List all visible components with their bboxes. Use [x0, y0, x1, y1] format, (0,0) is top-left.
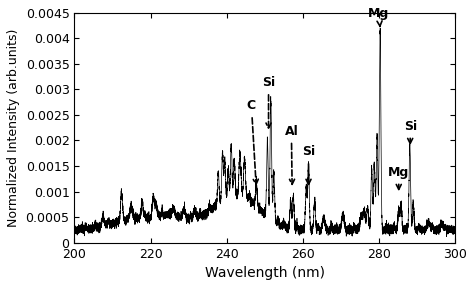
X-axis label: Wavelength (nm): Wavelength (nm) — [205, 266, 325, 280]
Text: Mg: Mg — [368, 7, 390, 26]
Text: Si: Si — [262, 76, 275, 128]
Text: Al: Al — [284, 125, 298, 184]
Y-axis label: Normalized Intensity (arb.units): Normalized Intensity (arb.units) — [7, 28, 20, 227]
Text: Si: Si — [302, 145, 315, 184]
Text: Mg: Mg — [388, 166, 410, 189]
Text: C: C — [247, 99, 258, 184]
Text: Si: Si — [404, 120, 417, 144]
